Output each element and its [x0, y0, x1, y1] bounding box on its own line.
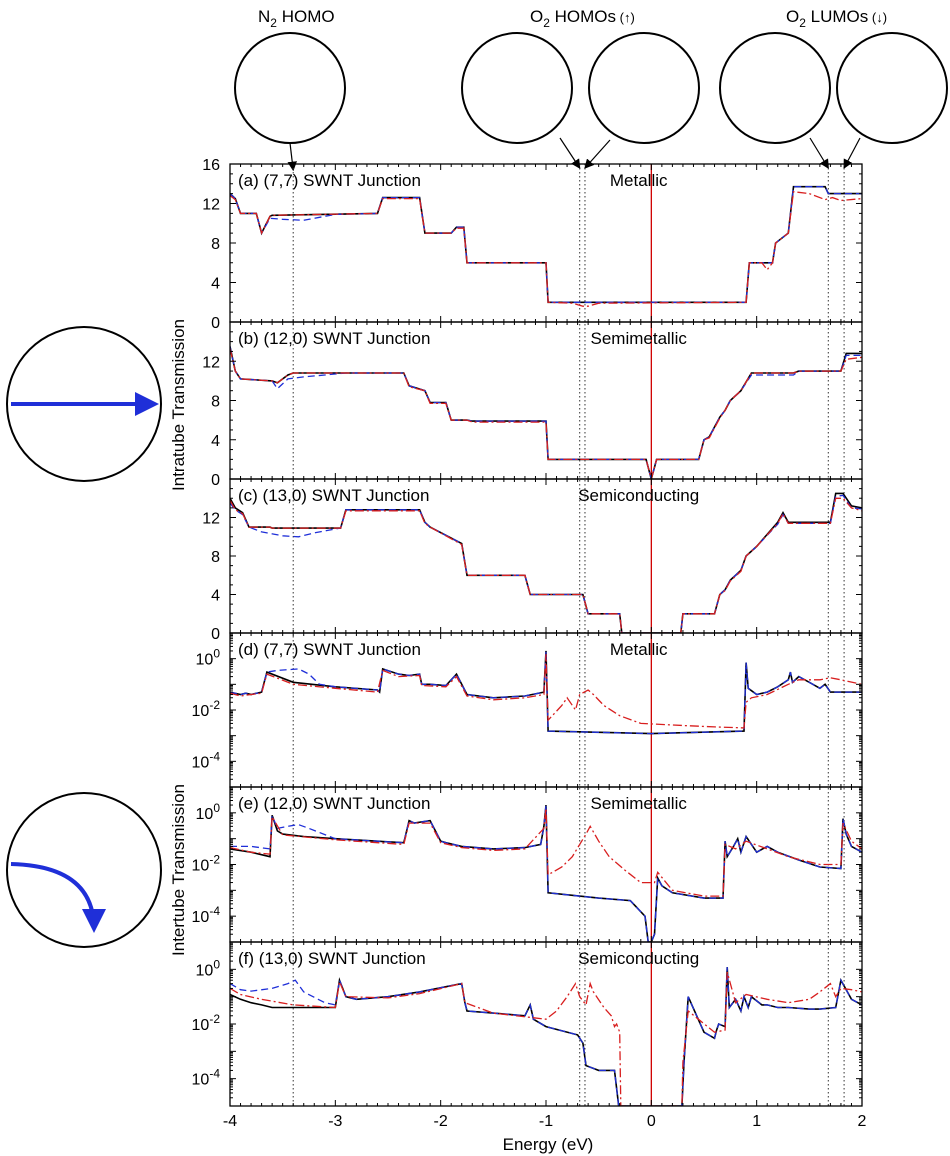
series-black-line — [230, 967, 862, 1106]
panel-a: 0 4 8 12 16 (a) (7,7) SWNT Junction Metallic — [202, 157, 863, 332]
x-tick-label: -1 — [539, 1113, 553, 1130]
x-tick-label: -3 — [328, 1113, 342, 1130]
y-tick-label: 0 — [211, 315, 220, 332]
series-black-line — [230, 185, 862, 304]
x-tick-label: -4 — [223, 1113, 237, 1130]
panel-title: (c) (13,0) SWNT Junction — [238, 486, 429, 505]
panel-character-label: Metallic — [610, 640, 668, 659]
series-blue-line — [230, 346, 862, 479]
y-tick-label: 0 — [211, 626, 220, 643]
series-black-line — [230, 492, 862, 633]
y-axis-title-intertube: Intertube Transmission — [169, 784, 188, 956]
y-tick-label: 10-2 — [192, 853, 221, 875]
panel-title: (b) (12,0) SWNT Junction — [238, 329, 430, 348]
panel-b: 0 4 8 12 (b) (12,0) SWNT Junction Semimetalli… — [202, 321, 863, 489]
y-tick-label: 10-2 — [192, 1012, 221, 1034]
x-tick-label: 0 — [647, 1113, 656, 1130]
y-tick-label: 10-2 — [192, 698, 221, 720]
series-red-line — [230, 190, 862, 307]
y-tick-label: 4 — [211, 276, 220, 293]
molecular-orbital-icon — [588, 32, 700, 144]
series-blue-line — [230, 967, 862, 1106]
orbital-label-n2-homo: N2 HOMO — [258, 7, 335, 30]
panel-title: (a) (7,7) SWNT Junction — [238, 171, 421, 190]
orbital-pointer-arrow — [809, 137, 829, 170]
orbital-pointer-arrow — [843, 137, 861, 170]
y-tick-label: 10-4 — [192, 1067, 221, 1089]
series-red-line — [230, 808, 862, 897]
intratube-junction-icon — [6, 326, 162, 482]
series-red-line — [230, 654, 862, 729]
y-tick-label: 12 — [202, 511, 220, 528]
orbital-illustrations — [234, 32, 948, 172]
panel-character-label: Semimetallic — [591, 794, 688, 813]
series-blue-line — [230, 494, 862, 633]
panel-character-label: Metallic — [610, 171, 668, 190]
molecular-orbital-icon — [461, 32, 573, 144]
orbital-label-o2-homos: O2 HOMOs (↑) — [530, 7, 635, 30]
y-axis-title-intratube: Intratube Transmission — [169, 319, 188, 491]
series-blue-line — [230, 805, 862, 942]
orbital-pointer-arrow — [584, 139, 611, 169]
panel-title: (f) (13,0) SWNT Junction — [238, 949, 426, 968]
molecular-orbital-icon — [719, 32, 831, 144]
panel-f: 10-4 10-2 100 (f) (13,0) SWNT Junction Semic… — [192, 941, 863, 1107]
y-tick-label: 100 — [196, 647, 221, 669]
x-tick-label: 1 — [752, 1113, 761, 1130]
y-tick-label: 0 — [211, 472, 220, 489]
y-tick-label: 8 — [211, 394, 220, 411]
y-tick-label: 12 — [202, 354, 220, 371]
y-tick-label: 8 — [211, 549, 220, 566]
panel-c: 0 4 8 12 (c) (13,0) SWNT Junction Semiconduct… — [202, 478, 863, 643]
series-red-line — [230, 971, 862, 1106]
x-axis-title: Energy (eV) — [503, 1135, 594, 1154]
molecular-orbital-icon — [836, 32, 948, 144]
transport-path-arrow — [10, 862, 106, 933]
y-tick-label: 8 — [211, 236, 220, 253]
series-red-line — [230, 497, 862, 633]
x-tick-label: 2 — [858, 1113, 867, 1130]
series-black-line — [230, 346, 862, 479]
junction-schematics — [6, 326, 162, 948]
series-blue-line — [230, 650, 862, 735]
orbital-pointer-arrow — [559, 137, 581, 170]
y-tick-label: 10-4 — [192, 904, 221, 926]
svg-text:O2 LUMOs (↓): O2 LUMOs (↓) — [786, 7, 887, 30]
molecular-orbital-icon — [234, 32, 346, 144]
panel-d: 10-4 10-2 100 (d) (7,7) SWNT Junction Metall… — [192, 632, 863, 788]
orbital-label-o2-lumos: O2 LUMOs (↓) — [786, 7, 887, 30]
y-tick-label: 16 — [202, 157, 220, 174]
series-blue-line — [230, 186, 862, 303]
panel-e: 10-4 10-2 100 (e) (12,0) SWNT Junction Semim… — [192, 786, 863, 943]
y-tick-label: 12 — [202, 197, 220, 214]
orbital-pointer-arrow — [287, 142, 297, 172]
panel-character-label: Semiconducting — [578, 949, 699, 968]
x-tick-label: -2 — [434, 1113, 448, 1130]
y-tick-label: 4 — [211, 433, 220, 450]
y-tick-label: 10-4 — [192, 749, 221, 771]
panel-character-label: Semiconducting — [578, 486, 699, 505]
svg-text:O2 HOMOs (↑): O2 HOMOs (↑) — [530, 7, 635, 30]
panel-title: (e) (12,0) SWNT Junction — [238, 794, 430, 813]
y-tick-label: 100 — [196, 957, 221, 979]
series-red-line — [230, 348, 862, 479]
intertube-junction-icon — [6, 792, 162, 948]
panel-title: (d) (7,7) SWNT Junction — [238, 640, 421, 659]
y-tick-label: 4 — [211, 588, 220, 605]
panel-character-label: Semimetallic — [591, 329, 688, 348]
svg-text:N2 HOMO: N2 HOMO — [258, 7, 335, 30]
y-tick-label: 100 — [196, 801, 221, 823]
